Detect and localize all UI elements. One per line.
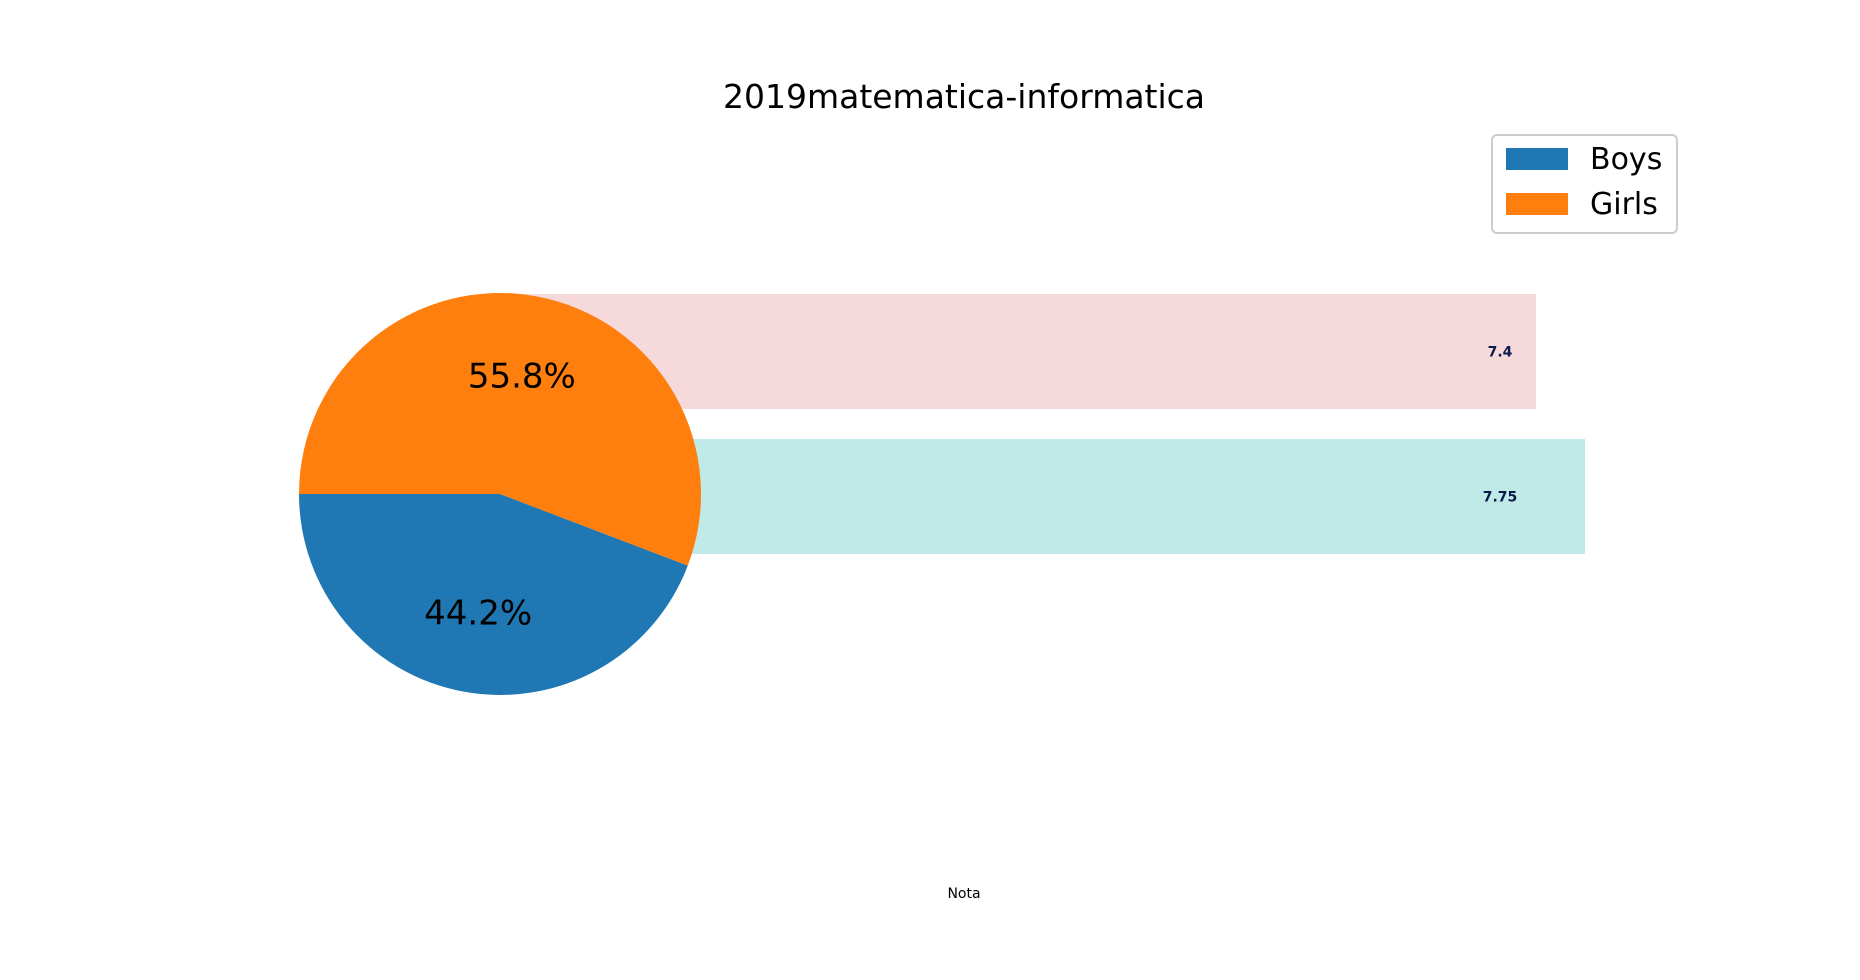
pie-layer: 44.2% 55.8% [299,292,701,695]
legend-label-boys: Boys [1590,142,1662,177]
pie-slice-girls [299,292,701,566]
pie-label-boys: 44.2% [424,594,532,634]
legend-swatch-boys [1506,148,1568,170]
bar-value-label-0: 7.4 [1488,345,1513,361]
pie-slice-boys [299,494,688,695]
x-axis-label: Nota [947,886,980,902]
legend-swatch-girls [1506,193,1568,215]
chart-title: 2019matematica-informatica [723,77,1205,116]
bar-value-label-1: 7.75 [1483,490,1518,506]
legend-label-girls: Girls [1590,187,1658,222]
bar-0 [500,294,1536,409]
legend: Boys Girls [1491,134,1678,234]
pie-label-girls: 55.8% [468,356,576,396]
